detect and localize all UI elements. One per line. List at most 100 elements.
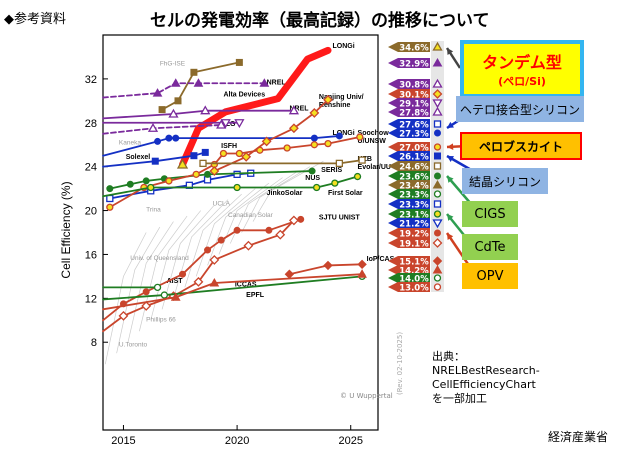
annotation-label: JinkoSolar	[267, 190, 303, 197]
tandem-record-line	[179, 46, 332, 168]
data-point	[201, 148, 209, 156]
series-line	[102, 175, 359, 198]
data-point	[259, 78, 270, 87]
record-label-value: 15.1%	[399, 258, 429, 268]
record-label-tag	[388, 256, 430, 266]
data-point	[200, 105, 211, 115]
record-label-value: 21.2%	[399, 220, 429, 230]
data-point	[199, 159, 207, 168]
record-label-value: 14.2%	[399, 267, 429, 277]
record-label-value: 13.0%	[399, 284, 429, 294]
record-label-tag	[388, 282, 430, 292]
record-label-tag	[388, 180, 430, 190]
record-label-marker	[432, 179, 443, 189]
callout-cigs: CIGS	[462, 201, 518, 227]
data-point	[142, 177, 150, 185]
data-point	[209, 277, 220, 287]
data-point	[235, 149, 244, 158]
series-line	[102, 109, 295, 120]
record-label-marker	[432, 106, 443, 116]
source-line: 出典：	[432, 350, 465, 363]
background-record-line	[150, 210, 201, 321]
record-label-tag	[388, 119, 430, 129]
record-label-marker	[433, 283, 442, 291]
annotation-label: NREL	[289, 106, 309, 113]
annotation-label: Alta Devices	[223, 91, 265, 98]
record-label-marker	[433, 190, 442, 198]
data-point	[172, 134, 180, 142]
data-point	[310, 141, 319, 149]
source-line: NRELBestResearch-	[432, 364, 540, 377]
data-point	[106, 185, 114, 193]
data-point	[106, 194, 114, 203]
chart-series	[102, 46, 367, 333]
arrow-head-icon	[447, 233, 454, 240]
annotation-label: LONGi	[333, 130, 355, 137]
data-point	[335, 159, 344, 168]
record-label-marker	[433, 143, 442, 151]
background-record-line	[116, 226, 161, 354]
data-point	[106, 203, 114, 211]
callout-opv: OPV	[462, 263, 518, 289]
background-record-line	[173, 199, 229, 299]
arrow-head-icon	[447, 48, 454, 55]
y-tick-label: 12	[85, 293, 97, 305]
record-label-marker	[433, 210, 442, 218]
callout-perovskite: ペロブスカイト	[460, 132, 582, 160]
y-tick-label: 28	[85, 118, 97, 130]
y-tick-label: 16	[85, 249, 97, 261]
source-note: 出典： NRELBestResearch- CellEfficiencyChar…	[432, 350, 540, 406]
credit-note: © U Wuppertal	[340, 392, 393, 400]
x-tick-label: 2025	[338, 435, 362, 447]
data-point	[243, 240, 254, 251]
annotation-label: Phillips 66	[146, 316, 176, 323]
source-line: を一部加工	[432, 392, 487, 405]
y-tick-label: 32	[85, 74, 97, 86]
arrow-head-icon	[447, 156, 454, 162]
data-point	[284, 269, 295, 279]
record-label-tag	[388, 89, 430, 99]
record-label-marker	[433, 162, 442, 170]
arrow-head-icon	[447, 121, 454, 128]
background-record-line	[184, 193, 242, 288]
background-record-line	[207, 182, 270, 266]
data-point	[170, 292, 181, 301]
annotation-label: Canadian Solar	[228, 212, 274, 219]
annotation-label: LONGi	[333, 43, 355, 50]
background-record-line	[127, 221, 174, 343]
callout-tandem-label: タンデム型	[482, 53, 562, 72]
source-line: CellEfficiencyChart	[432, 378, 536, 391]
record-label-tag	[388, 42, 430, 52]
y-tick-label: 8	[91, 337, 97, 349]
series-line	[102, 273, 363, 311]
y-tick-label: 24	[85, 162, 97, 174]
record-label-marker	[433, 120, 442, 128]
annotation-label: Trina	[146, 207, 161, 214]
background-record-line	[161, 204, 215, 310]
data-point	[335, 132, 343, 140]
data-point	[118, 310, 129, 321]
record-label-tag	[388, 209, 430, 219]
data-point	[310, 134, 318, 142]
record-label-tag	[388, 199, 430, 209]
record-label-value: 24.6%	[399, 163, 429, 173]
data-point	[190, 68, 198, 76]
record-label-tag	[388, 58, 430, 68]
data-point	[283, 144, 291, 152]
revision-note: (Rev. 02-10-2025)	[396, 332, 404, 395]
data-point	[204, 170, 212, 178]
data-point	[297, 215, 305, 223]
arrow-head-icon	[447, 143, 454, 151]
record-label-tag	[388, 238, 430, 248]
annotation-label: SERIS	[321, 167, 342, 174]
record-label-value: 14.0%	[399, 275, 429, 285]
record-label-value: 30.1%	[399, 91, 429, 101]
data-point	[331, 179, 339, 187]
annotation-label: Evolar/UU	[358, 164, 391, 171]
record-label-value: 30.8%	[399, 81, 429, 91]
record-label-value: 23.4%	[399, 182, 429, 192]
data-point	[151, 157, 159, 165]
record-label-value: 19.1%	[399, 240, 429, 250]
data-point	[192, 170, 200, 178]
data-point	[153, 283, 162, 292]
